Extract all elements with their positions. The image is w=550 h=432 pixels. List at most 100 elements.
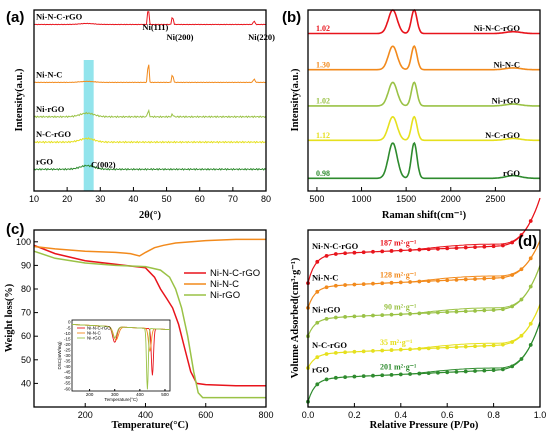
isotherm-point xyxy=(454,277,459,282)
isotherm-point xyxy=(371,281,375,286)
raman-line-N-C-rGO xyxy=(308,115,540,142)
id-ig-ratio: 1.30 xyxy=(316,60,330,69)
isotherm-desorption-Ni-rGO xyxy=(412,265,541,315)
inset-y-tick-label: -25 xyxy=(64,347,71,352)
isotherm-point xyxy=(528,343,533,347)
isotherm-point xyxy=(436,310,440,315)
isotherm-point xyxy=(500,367,505,372)
isotherm-point xyxy=(519,267,524,272)
tga-line-Ni-rGO xyxy=(33,250,266,399)
isotherm-point xyxy=(324,316,329,321)
surface-area-label: 128 m²·g⁻¹ xyxy=(380,271,417,280)
isotherm-point xyxy=(324,285,329,290)
id-ig-ratio: 1.12 xyxy=(316,131,330,140)
x-tick-label: 40 xyxy=(128,194,138,204)
panel-a-xlabel: 2θ(°) xyxy=(139,210,161,221)
isotherm-point xyxy=(352,250,357,255)
isotherm-point xyxy=(436,370,440,375)
id-ig-ratio: 1.02 xyxy=(316,24,330,33)
x-tick-label: 200 xyxy=(78,410,93,420)
isotherm-point xyxy=(398,280,403,285)
isotherm-point xyxy=(343,251,348,256)
isotherm-point xyxy=(491,343,496,348)
surface-area-label: 187 m²·g⁻¹ xyxy=(380,239,417,248)
xrd-line-N-C-rGO xyxy=(33,137,267,144)
x-tick-label: 0.8 xyxy=(487,410,500,420)
isotherm-point xyxy=(445,310,450,315)
bet-series-label: rGO xyxy=(312,365,329,375)
inset-y-tick-label: -15 xyxy=(64,336,71,341)
isotherm-point xyxy=(343,375,348,379)
x-tick-label: 2500 xyxy=(485,194,505,204)
isotherm-point xyxy=(417,279,422,284)
inset-line-2 xyxy=(71,323,170,390)
panel-a-xrd: 10 20 30 40 50 60 70 80 (a) 2θ(°) Intensity(a.u… xyxy=(6,9,275,221)
isotherm-point xyxy=(473,277,477,281)
isotherm-point xyxy=(333,283,338,288)
isotherm-point xyxy=(454,369,459,374)
isotherm-rGO xyxy=(307,321,541,402)
isotherm-point xyxy=(463,344,468,349)
isotherm-point xyxy=(315,289,320,294)
inset-y-tick-label: -20 xyxy=(64,342,71,347)
isotherm-point xyxy=(371,249,375,254)
isotherm-point xyxy=(333,350,338,355)
isotherm-point xyxy=(380,281,385,286)
isotherm-point xyxy=(371,373,375,378)
isotherm-point xyxy=(398,372,403,377)
x-tick-label: 0.6 xyxy=(441,410,454,420)
isotherm-point xyxy=(361,250,366,255)
isotherm-point xyxy=(519,357,524,361)
xrd-series-label: Ni-N-C-rGO xyxy=(36,11,83,21)
isotherm-point xyxy=(352,349,357,354)
isotherm-point xyxy=(398,312,403,317)
panel-d-label: (d) xyxy=(518,233,537,250)
isotherm-point xyxy=(491,276,496,281)
x-tick-label: 2000 xyxy=(441,194,461,204)
inset-y-tick-label: -30 xyxy=(64,353,71,358)
isotherm-point xyxy=(398,347,403,352)
xrd-series-label: N-C-rGO xyxy=(36,129,71,139)
inset-y-tick-label: -5 xyxy=(66,325,70,330)
panel-c-ylabel: Weight loss(%) xyxy=(4,283,15,352)
isotherm-point xyxy=(324,377,329,382)
isotherm-point xyxy=(333,315,338,320)
x-tick-label: 0.2 xyxy=(348,410,361,420)
isotherm-point xyxy=(473,245,477,250)
x-tick-label: 20 xyxy=(62,194,72,204)
isotherm-point xyxy=(445,345,450,350)
isotherm-point xyxy=(352,282,357,287)
isotherm-point xyxy=(519,333,524,338)
isotherm-point xyxy=(361,349,366,354)
isotherm-point xyxy=(482,343,487,348)
x-tick-label: 600 xyxy=(198,410,213,420)
xrd-line-Ni-rGO xyxy=(33,108,267,119)
xrd-series-label: Ni-N-C xyxy=(36,69,62,79)
panel-b-frame xyxy=(307,9,541,192)
isotherm-point xyxy=(426,346,431,351)
xrd-line-Ni-N-C xyxy=(33,64,267,84)
panel-d-bet: 0.0 0.2 0.4 0.6 0.8 1.0 (d) Relative Pressure… xyxy=(290,197,546,431)
isotherm-point xyxy=(528,284,533,289)
isotherm-point xyxy=(519,233,524,237)
y-tick-label: 50 xyxy=(21,355,31,365)
inset-y-tick-label: -60 xyxy=(64,386,71,391)
legend-label: Ni-N-C xyxy=(210,279,239,290)
raman-series-label: rGO xyxy=(503,168,520,178)
inset-y-tick-label: -45 xyxy=(64,370,71,375)
isotherm-point xyxy=(417,371,422,376)
raman-line-Ni-N-C-rGO xyxy=(308,8,540,35)
y-tick-label: 40 xyxy=(21,378,31,388)
isotherm-point xyxy=(408,280,412,284)
isotherm-point xyxy=(426,371,431,376)
panel-b-xlabel: Raman shift(cm⁻¹) xyxy=(382,210,467,221)
isotherm-point xyxy=(380,373,385,378)
x-tick-label: 80 xyxy=(261,194,271,204)
y-tick-label: 60 xyxy=(21,331,31,341)
inset-ylabel: DSC(mW/mg) xyxy=(57,341,62,369)
isotherm-point xyxy=(463,245,468,250)
bet-series-label: N-C-rGO xyxy=(312,340,347,350)
peak-label: C(002) xyxy=(91,159,116,169)
x-tick-label: 1500 xyxy=(396,194,416,204)
isotherm-Ni-rGO xyxy=(307,265,541,337)
